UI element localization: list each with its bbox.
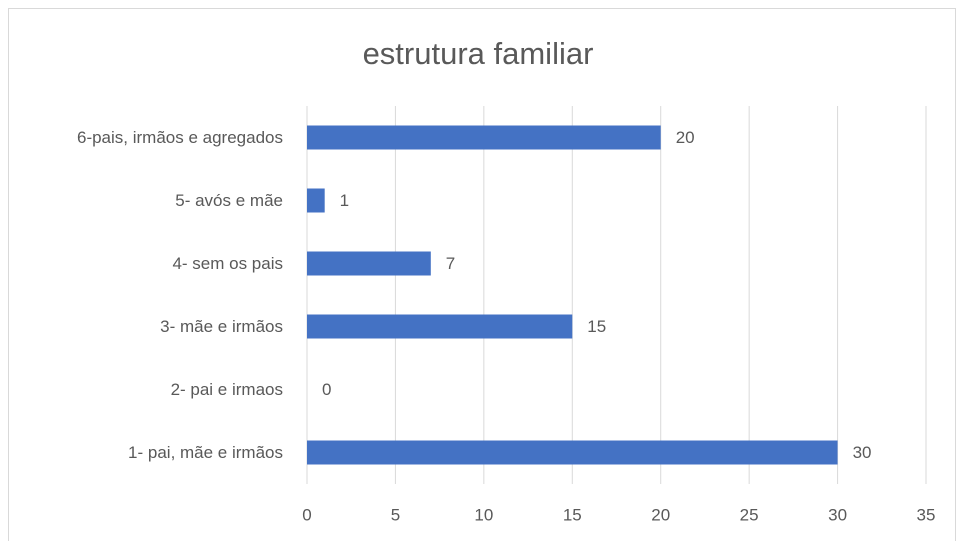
x-tick-label: 25 bbox=[740, 505, 759, 524]
data-label: 15 bbox=[587, 317, 606, 336]
y-tick-label: 6-pais, irmãos e agregados bbox=[77, 128, 283, 147]
data-label: 1 bbox=[340, 191, 349, 210]
x-tick-label: 35 bbox=[917, 505, 936, 524]
x-tick-label: 0 bbox=[302, 505, 311, 524]
chart-title: estrutura familiar bbox=[363, 36, 594, 71]
x-tick-label: 5 bbox=[391, 505, 400, 524]
data-label: 20 bbox=[676, 128, 695, 147]
y-tick-label: 1- pai, mãe e irmãos bbox=[128, 443, 283, 462]
x-tick-label: 15 bbox=[563, 505, 582, 524]
y-tick-label: 2- pai e irmaos bbox=[171, 380, 283, 399]
x-tick-label: 30 bbox=[828, 505, 847, 524]
bar bbox=[307, 314, 573, 339]
data-label: 30 bbox=[853, 443, 872, 462]
bar bbox=[307, 440, 838, 465]
bar bbox=[307, 125, 661, 150]
bar bbox=[307, 188, 325, 213]
x-tick-label: 20 bbox=[651, 505, 670, 524]
x-tick-label: 10 bbox=[474, 505, 493, 524]
data-label: 0 bbox=[322, 380, 331, 399]
data-label: 7 bbox=[446, 254, 455, 273]
y-tick-label: 4- sem os pais bbox=[172, 254, 283, 273]
y-tick-label: 3- mãe e irmãos bbox=[160, 317, 283, 336]
y-tick-label: 5- avós e mãe bbox=[175, 191, 283, 210]
bar bbox=[307, 251, 431, 276]
